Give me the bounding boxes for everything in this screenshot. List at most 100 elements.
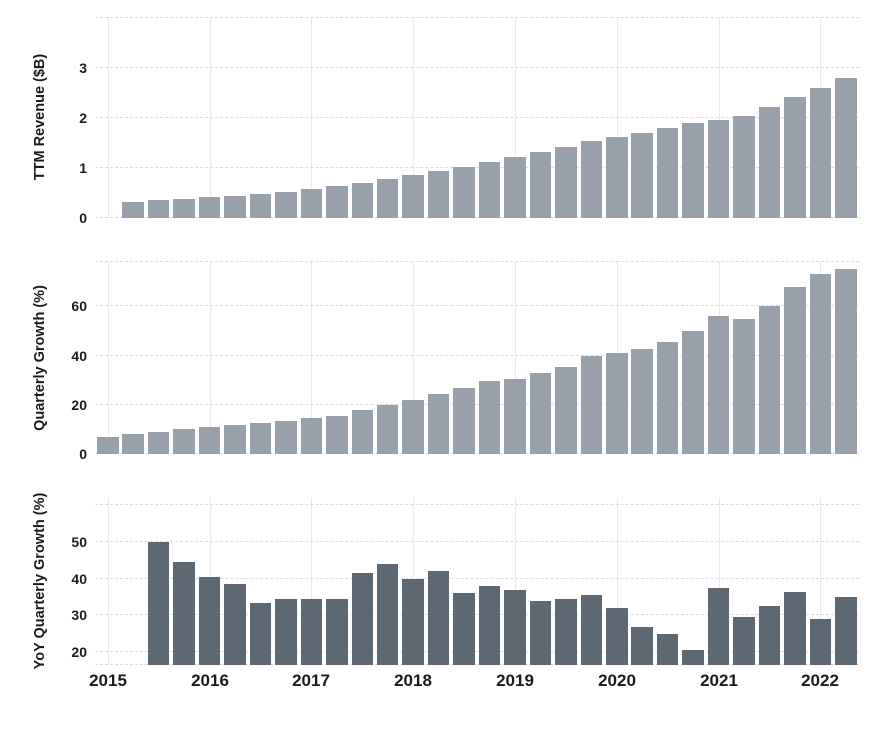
bar [249, 602, 272, 665]
bar [478, 381, 501, 454]
bar [122, 434, 144, 454]
gridline-horizontal [95, 578, 859, 579]
bar [224, 424, 246, 454]
bar [504, 589, 526, 665]
bar [529, 152, 552, 218]
bar [707, 316, 730, 454]
bar [631, 626, 653, 665]
bar [656, 633, 679, 665]
bar [555, 146, 577, 218]
bar [606, 136, 628, 218]
bar [453, 166, 475, 218]
gridline-horizontal [95, 355, 859, 356]
bar [122, 202, 144, 218]
bar [784, 591, 806, 665]
bar [224, 195, 246, 218]
y-tick-label: 30 [71, 607, 87, 623]
bar [427, 393, 450, 454]
bar [656, 342, 679, 454]
bar [758, 107, 781, 218]
bar [351, 573, 373, 665]
bar [249, 423, 272, 454]
x-year-label: 2017 [292, 671, 330, 690]
gridline-horizontal [95, 305, 859, 306]
bar [835, 78, 857, 218]
bar [402, 578, 424, 665]
bar [682, 123, 704, 218]
y-tick-label: 20 [71, 644, 87, 660]
bar [198, 197, 221, 218]
bar [606, 608, 628, 665]
bar [529, 372, 552, 454]
bar [580, 140, 602, 218]
gridline-horizontal [95, 117, 859, 118]
bar [275, 191, 297, 218]
bar [453, 593, 475, 665]
x-year-label: 2022 [801, 671, 839, 690]
bar [580, 355, 602, 454]
bar [376, 179, 399, 218]
gridline-vertical [107, 498, 109, 665]
gridline-horizontal [95, 541, 859, 542]
gridline-vertical [311, 498, 313, 665]
bar [682, 330, 704, 454]
bar [300, 418, 323, 454]
gridline-vertical [514, 262, 516, 454]
y-tick-label: 2 [79, 110, 87, 126]
bar [275, 598, 297, 665]
gridline-horizontal [95, 261, 859, 262]
x-year-label: 2021 [700, 671, 738, 690]
bar [275, 420, 297, 454]
bar [147, 542, 170, 665]
bar [631, 132, 653, 218]
bar [249, 193, 272, 218]
gridline-horizontal [95, 614, 859, 615]
bar [147, 200, 170, 218]
bar [198, 426, 221, 454]
bar [173, 429, 195, 454]
bar [758, 606, 781, 665]
gridline-vertical [820, 498, 822, 665]
bar [784, 286, 806, 454]
bar [198, 576, 221, 665]
gridline-vertical [616, 498, 618, 665]
gridline-horizontal [95, 651, 859, 652]
bar [835, 269, 857, 454]
bar [326, 598, 348, 665]
bar [809, 619, 832, 665]
bar [97, 436, 119, 454]
x-year-label: 2019 [496, 671, 534, 690]
bar [478, 161, 501, 218]
gridline-horizontal [95, 453, 859, 454]
x-year-label: 2016 [191, 671, 229, 690]
x-year-label: 2020 [598, 671, 636, 690]
bar [300, 598, 323, 665]
bar [733, 617, 755, 665]
y-tick-label: 0 [79, 446, 87, 462]
bar [733, 115, 755, 218]
bar [376, 564, 399, 665]
bar [376, 404, 399, 454]
y-tick-label: 20 [71, 397, 87, 413]
bar [173, 562, 195, 665]
gridline-horizontal [95, 17, 859, 18]
bar [809, 274, 832, 454]
bar [809, 87, 832, 218]
bar [682, 650, 704, 665]
bar [529, 600, 552, 665]
bar [606, 353, 628, 454]
gridline-vertical [718, 498, 720, 665]
y-tick-label: 40 [71, 571, 87, 587]
bar [504, 157, 526, 218]
gridline-horizontal [95, 167, 859, 168]
bar [300, 188, 323, 218]
bar [504, 378, 526, 454]
bar [733, 318, 755, 454]
bar [173, 198, 195, 218]
x-year-label: 2015 [89, 671, 127, 690]
gridline-horizontal [95, 664, 859, 665]
y-tick-label: 3 [79, 60, 87, 76]
bar [656, 128, 679, 218]
bar [326, 185, 348, 218]
